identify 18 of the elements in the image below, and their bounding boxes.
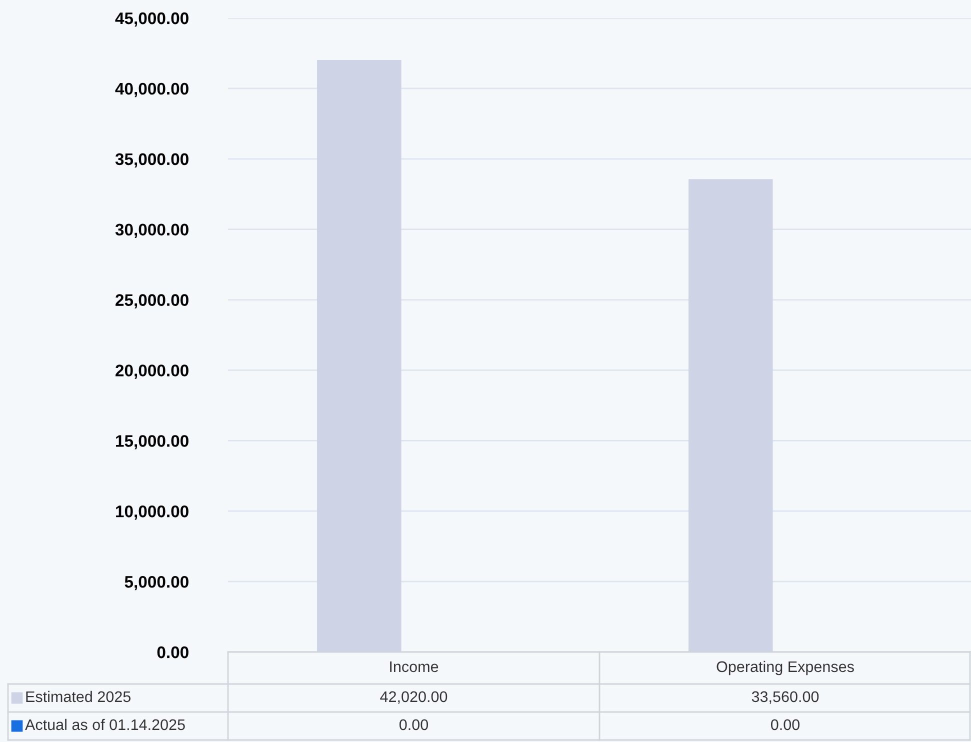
y-tick-label: 35,000.00 bbox=[115, 153, 188, 168]
y-tick-label: 40,000.00 bbox=[115, 82, 188, 98]
y-tick-label: 25,000.00 bbox=[116, 294, 188, 308]
x-tick-label: Operating Expenses bbox=[716, 660, 854, 676]
data-label: 42,020.00 bbox=[380, 691, 448, 704]
y-tick-label: 15,000.00 bbox=[116, 435, 188, 450]
data-label: 0.00 bbox=[399, 719, 428, 730]
x-tick-label: Income bbox=[390, 661, 438, 672]
y-tick-label: 10,000.00 bbox=[116, 506, 188, 520]
data-label: 0.00 bbox=[770, 719, 800, 730]
y-tick-label: 0.00 bbox=[157, 646, 188, 658]
legend-label: Actual as of 01.14.2025 bbox=[25, 718, 185, 730]
y-tick-label: 5,000.00 bbox=[124, 576, 188, 590]
y-tick-label: 45,000.00 bbox=[115, 12, 188, 27]
y-tick-label: 30,000.00 bbox=[115, 224, 188, 238]
data-label: 33,560.00 bbox=[752, 691, 819, 704]
y-tick-label: 20,000.00 bbox=[116, 364, 188, 379]
legend-label: Estimated 2025 bbox=[26, 690, 131, 702]
